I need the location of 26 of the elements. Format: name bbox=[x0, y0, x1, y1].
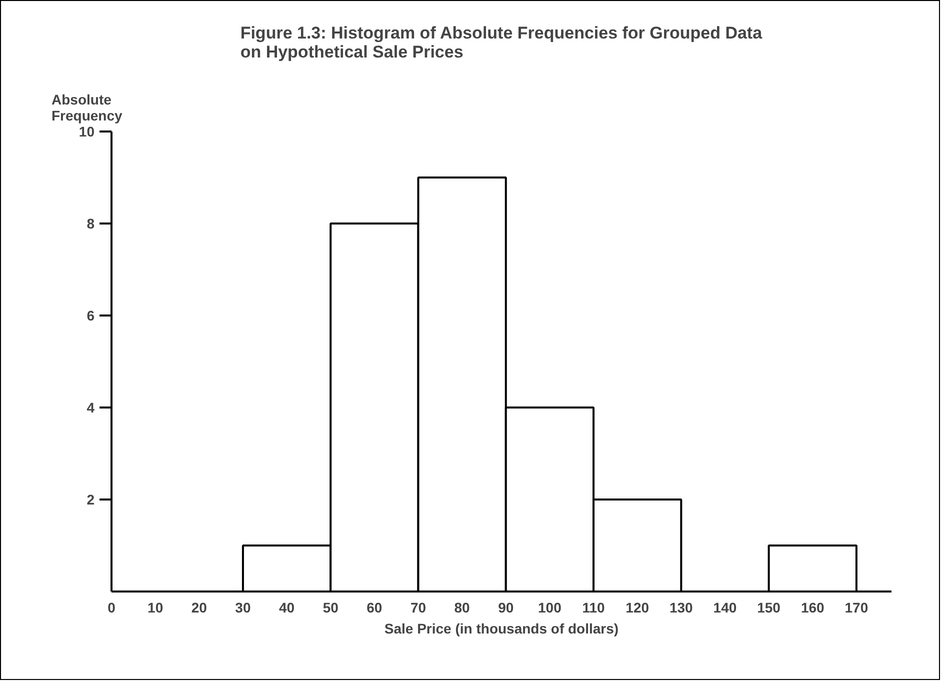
y-tick-label: 2 bbox=[86, 492, 95, 508]
x-tick-label: 100 bbox=[538, 600, 562, 616]
x-tick-label: 130 bbox=[669, 600, 694, 616]
y-tick-label: 8 bbox=[86, 216, 95, 232]
y-tick-label: 6 bbox=[86, 308, 95, 324]
x-tick-label: 90 bbox=[498, 600, 514, 616]
x-tick-label: 150 bbox=[757, 600, 781, 616]
x-axis-title: Sale Price (in thousands of dollars) bbox=[384, 620, 619, 636]
x-tick-label: 40 bbox=[278, 600, 295, 616]
x-tick-label: 170 bbox=[844, 600, 868, 616]
x-tick-label: 60 bbox=[366, 600, 382, 616]
x-tick-label: 30 bbox=[235, 600, 251, 616]
x-tick-label: 160 bbox=[800, 600, 825, 616]
y-axis-title: Absolute Frequency bbox=[52, 92, 123, 124]
x-tick-label: 110 bbox=[582, 600, 606, 616]
x-tick-label: 10 bbox=[148, 600, 164, 616]
x-tick-label: 140 bbox=[713, 600, 737, 616]
y-tick-label: 10 bbox=[78, 124, 95, 140]
x-tick-label: 80 bbox=[454, 600, 470, 616]
x-tick-label: 50 bbox=[322, 600, 339, 616]
y-tick-label: 4 bbox=[86, 400, 95, 416]
x-tick-label: 120 bbox=[626, 600, 650, 616]
x-tick-label: 70 bbox=[410, 600, 426, 616]
x-tick-label: 0 bbox=[108, 600, 116, 616]
x-tick-label: 20 bbox=[191, 600, 208, 616]
chart-title: Figure 1.3: Histogram of Absolute Frequencies for Grouped Data on Hypothetical Sale Prices bbox=[240, 24, 763, 62]
